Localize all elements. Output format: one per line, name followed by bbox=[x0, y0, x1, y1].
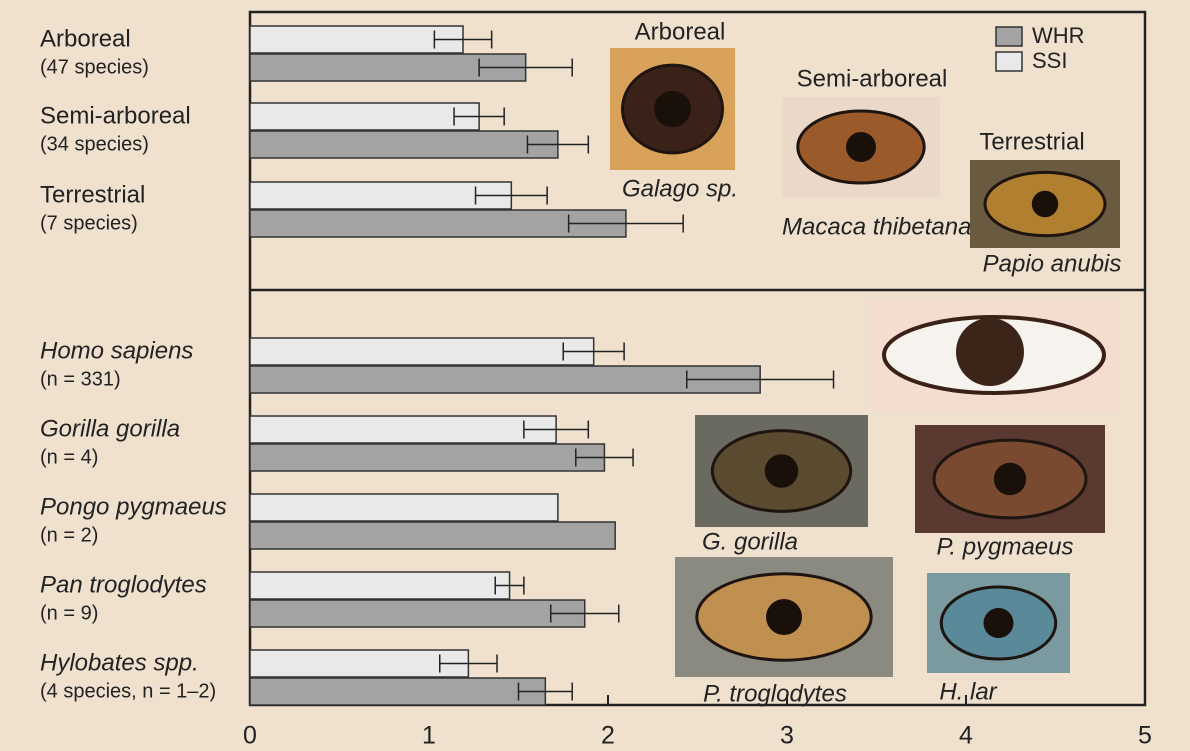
photo-title: Terrestrial bbox=[979, 128, 1084, 155]
bar bbox=[250, 416, 556, 443]
category-label: Semi-arboreal bbox=[40, 102, 191, 129]
bar bbox=[250, 650, 468, 677]
bar bbox=[250, 600, 585, 627]
bar bbox=[250, 182, 511, 209]
photo-title: Arboreal bbox=[635, 18, 726, 45]
category-label: Terrestrial bbox=[40, 181, 145, 208]
pupil bbox=[1032, 191, 1058, 217]
legend-label: SSI bbox=[1032, 48, 1067, 73]
category-note: (7 species) bbox=[40, 212, 138, 234]
photo-caption: P. troglodytes bbox=[703, 680, 847, 707]
chart: Arboreal Galago sp. Semi-arboreal Macaca th… bbox=[0, 0, 1190, 751]
category-note: (47 species) bbox=[40, 56, 149, 78]
bar bbox=[250, 678, 545, 705]
pupil bbox=[766, 599, 802, 635]
photo-caption: G. gorilla bbox=[702, 528, 798, 555]
category-note: (n = 9) bbox=[40, 602, 98, 624]
category-label: Hylobates spp. bbox=[40, 649, 199, 676]
category-note: (34 species) bbox=[40, 133, 149, 155]
pupil bbox=[765, 454, 799, 488]
x-tick-label: 3 bbox=[780, 722, 794, 750]
bar bbox=[250, 494, 558, 521]
bar bbox=[250, 338, 594, 365]
bar bbox=[250, 366, 760, 393]
x-tick-label: 4 bbox=[959, 722, 973, 750]
bar bbox=[250, 572, 510, 599]
legend-label: WHR bbox=[1032, 23, 1085, 48]
category-label: Gorilla gorilla bbox=[40, 415, 180, 442]
category-label: Pan troglodytes bbox=[40, 571, 207, 598]
pupil bbox=[654, 91, 691, 128]
page: Arboreal Galago sp. Semi-arboreal Macaca th… bbox=[0, 0, 1190, 751]
legend-swatch bbox=[996, 52, 1022, 71]
category-note: (n = 2) bbox=[40, 524, 98, 546]
x-tick-label: 2 bbox=[601, 722, 615, 750]
pupil bbox=[846, 132, 876, 162]
category-label: Pongo pygmaeus bbox=[40, 493, 227, 520]
category-note: (n = 4) bbox=[40, 446, 98, 468]
homo-photo bbox=[870, 300, 1118, 410]
category-note: (4 species, n = 1–2) bbox=[40, 680, 216, 702]
photo-caption: P. pygmaeus bbox=[937, 533, 1074, 560]
x-tick-label: 0 bbox=[243, 722, 257, 750]
category-label: Arboreal bbox=[40, 25, 131, 52]
pupil bbox=[984, 608, 1014, 638]
bar bbox=[250, 103, 479, 130]
iris bbox=[956, 318, 1024, 386]
category-note: (n = 331) bbox=[40, 368, 121, 390]
pupil bbox=[994, 463, 1026, 495]
legend-swatch bbox=[996, 27, 1022, 46]
category-label: Homo sapiens bbox=[40, 337, 193, 364]
photo-caption: Macaca thibetana bbox=[782, 213, 971, 240]
bar bbox=[250, 522, 615, 549]
x-tick-label: 5 bbox=[1138, 722, 1152, 750]
photo-caption: H. lar bbox=[939, 678, 997, 705]
bar bbox=[250, 131, 558, 158]
photo-title: Semi-arboreal bbox=[797, 65, 948, 92]
bar bbox=[250, 444, 604, 471]
photo-caption: Galago sp. bbox=[622, 175, 738, 202]
photo-caption: Papio anubis bbox=[983, 250, 1122, 277]
x-tick-label: 1 bbox=[422, 722, 436, 750]
bar bbox=[250, 26, 463, 53]
